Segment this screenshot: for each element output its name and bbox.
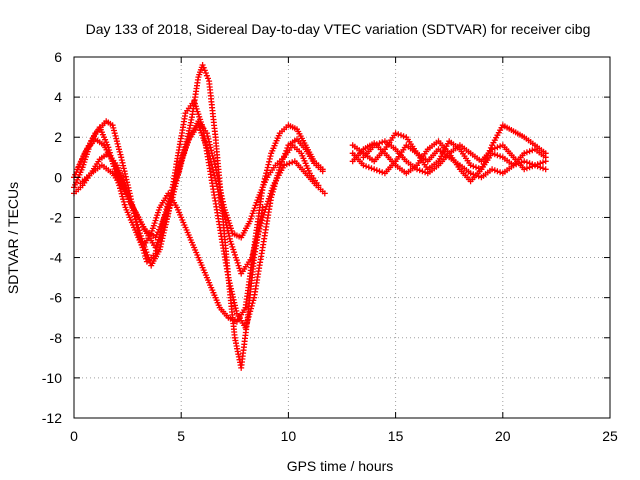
series-markers [349,142,549,181]
x-axis-label: GPS time / hours [287,458,394,474]
y-tick-label: 2 [54,129,62,145]
plot-frame [73,56,611,419]
axis-layer: -12 -10 -8 -6 -4 -2 0 2 4 6 0 5 10 15 20 25 [42,49,618,444]
chart-title: Day 133 of 2018, Sidereal Day-to-day VTE… [86,21,591,37]
series-markers [75,118,322,251]
y-tick-label: -2 [50,209,63,225]
y-axis-label: SDTVAR / TECUs [5,182,21,294]
series-markers [77,122,328,277]
y-tick-label: -10 [42,370,62,386]
y-tick-label: -8 [50,330,63,346]
grid-layer [74,57,610,418]
series-track-c [75,118,322,251]
series-track-i [360,138,549,177]
x-tick-label: 20 [495,428,511,444]
x-tick-label: 0 [70,428,78,444]
series-track-e [77,122,328,277]
x-tick-label: 15 [388,428,404,444]
y-tick-label: -12 [42,410,62,426]
y-tick-label: 6 [54,49,62,65]
y-tick-label: -4 [50,250,63,266]
y-tick-label: -6 [50,290,63,306]
x-tick-label: 10 [281,428,297,444]
series-markers [360,138,549,177]
x-tick-label: 25 [602,428,618,444]
data-layer [71,62,549,371]
y-tick-label: 4 [54,89,62,105]
x-tick-label: 5 [177,428,185,444]
y-tick-label: 0 [54,169,62,185]
series-track-h [349,142,549,181]
